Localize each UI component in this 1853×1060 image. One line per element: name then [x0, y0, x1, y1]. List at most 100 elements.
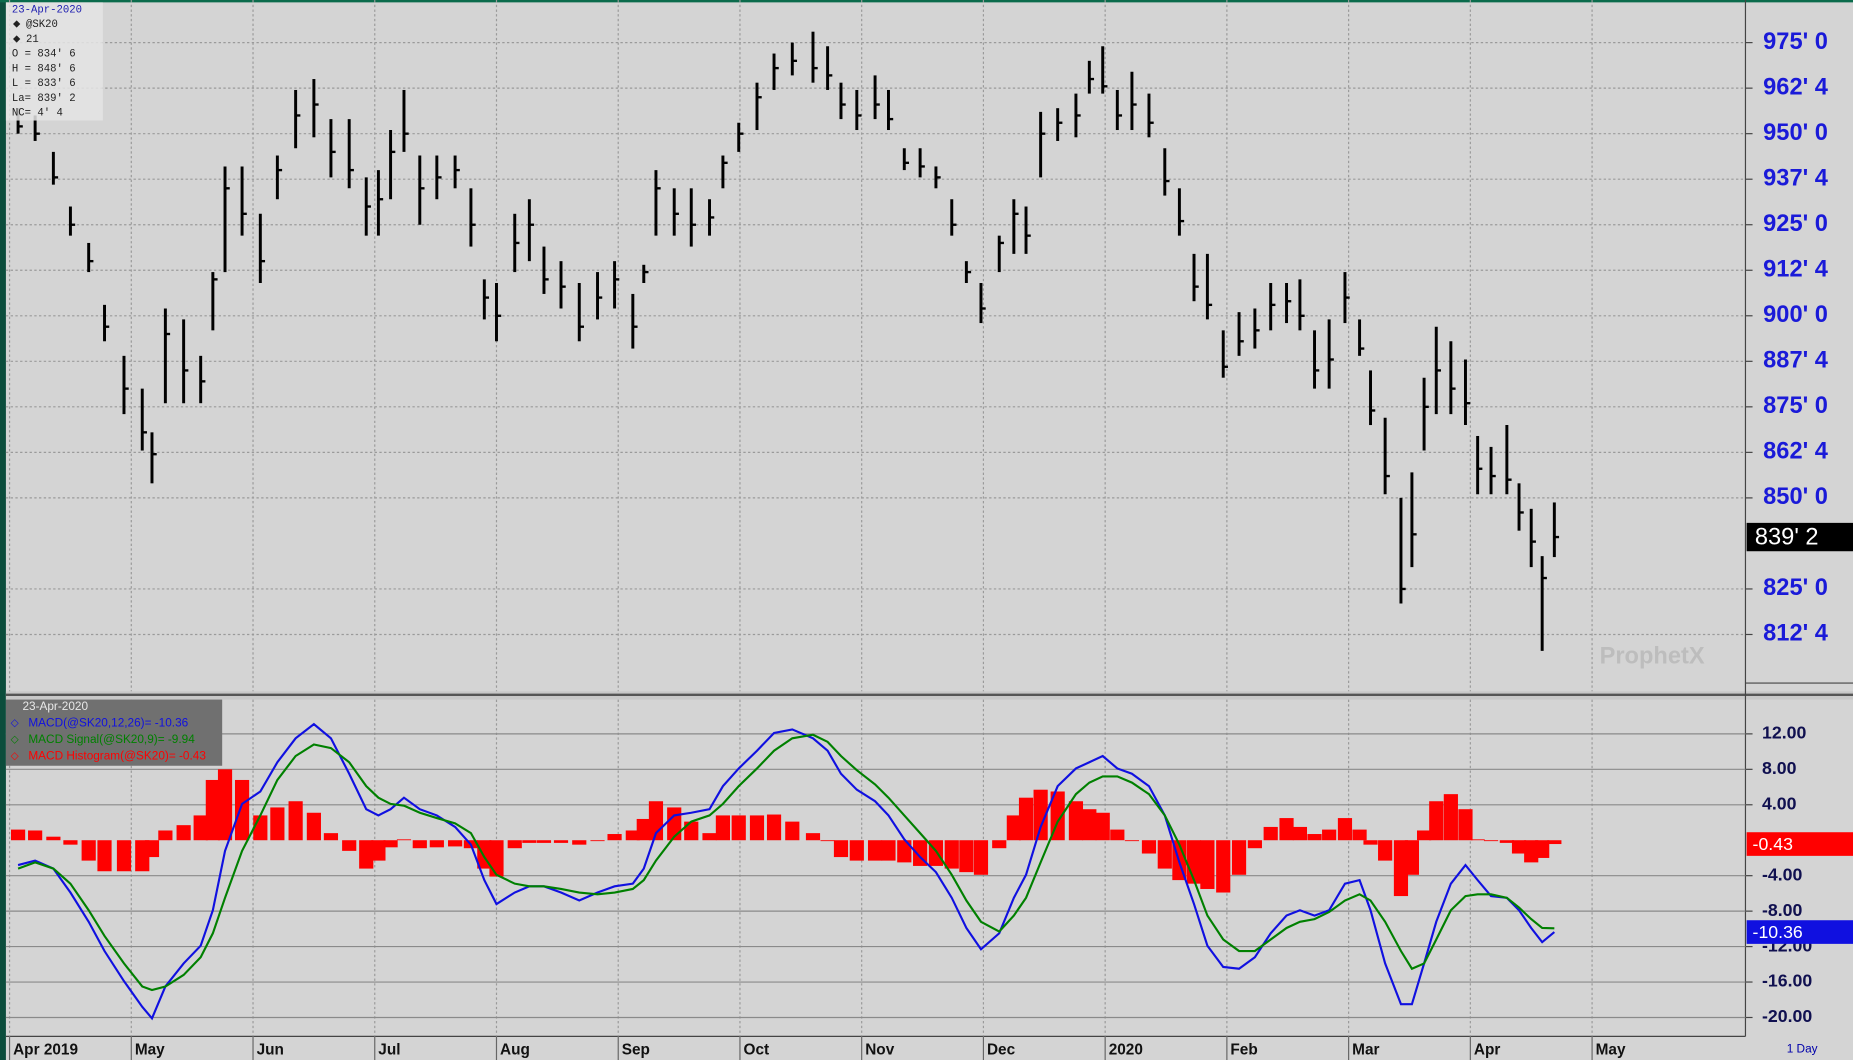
interval-label: 1 Day	[1787, 1041, 1818, 1055]
x-tick-label: 2020	[1109, 1042, 1143, 1059]
histogram-bar	[1033, 789, 1048, 841]
macd-line	[17, 722, 1556, 1021]
y-tick-label: 925' 0	[1763, 211, 1828, 237]
histogram-bar	[731, 815, 746, 841]
histogram-bar	[1247, 840, 1262, 849]
histogram-bar	[1231, 840, 1247, 875]
legend-entry: MACD Histogram(@SK20)= -0.43	[28, 748, 206, 762]
histogram-bar	[1157, 840, 1172, 869]
histogram-bar	[867, 840, 883, 861]
histogram-bar	[489, 840, 504, 877]
histogram-bar	[1018, 797, 1034, 841]
histogram-bar	[97, 840, 112, 872]
x-tick-label: Nov	[865, 1042, 894, 1059]
x-tick-label: Jun	[257, 1042, 284, 1059]
histogram-bar	[849, 840, 864, 861]
y-tick-label: 8.00	[1762, 758, 1797, 778]
histogram-bar	[636, 818, 651, 841]
histogram-bar	[1499, 840, 1514, 843]
info-line: NC= 4' 4	[12, 108, 63, 120]
y-tick-label: 962' 4	[1763, 74, 1829, 100]
info-line: O = 834' 6	[12, 49, 76, 61]
y-tick-label: 825' 0	[1763, 575, 1828, 601]
macd-line	[17, 733, 1555, 992]
histogram-bar	[590, 840, 605, 842]
histogram-bar	[1068, 801, 1084, 841]
histogram-bar	[684, 821, 699, 841]
histogram-bar	[959, 840, 974, 873]
histogram-bar	[973, 840, 989, 875]
histogram-bar	[371, 840, 386, 861]
histogram-bar	[193, 815, 208, 841]
histogram-bar	[607, 834, 622, 841]
histogram-bar	[1337, 818, 1353, 841]
histogram-bar	[1124, 840, 1140, 842]
histogram-bar	[785, 821, 800, 841]
x-tick-label: May	[135, 1042, 165, 1059]
histogram-bar	[429, 840, 444, 848]
histogram-bar	[288, 801, 303, 841]
y-tick-label: 12.00	[1762, 723, 1806, 743]
histogram-bar	[1006, 815, 1021, 841]
histogram-bar	[158, 830, 173, 841]
histogram-bar	[1322, 829, 1337, 841]
histogram-bar	[144, 840, 160, 858]
histogram-bar	[1352, 829, 1367, 841]
histogram-bar	[323, 833, 339, 841]
legend-box	[5, 699, 223, 766]
histogram-bar	[992, 840, 1007, 849]
x-tick-label: Jul	[378, 1042, 400, 1059]
histogram-bar	[176, 825, 191, 841]
histogram-bar	[383, 840, 398, 848]
x-tick-label: Oct	[743, 1042, 769, 1059]
info-line: L = 833' 6	[12, 78, 76, 90]
histogram-bar	[553, 840, 569, 843]
y-tick-label: 875' 0	[1763, 393, 1828, 419]
y-tick-label: 937' 4	[1763, 165, 1829, 191]
x-tick-label: Mar	[1352, 1042, 1379, 1059]
histogram-bar	[1263, 826, 1278, 841]
price-badge-bg	[1746, 522, 1853, 552]
x-tick-label: Apr	[1474, 1042, 1500, 1059]
histogram-bar	[1082, 809, 1097, 841]
histogram-bar	[833, 840, 849, 858]
histogram-bar	[944, 840, 959, 869]
y-tick-label: 900' 0	[1763, 302, 1828, 328]
histogram-bar	[1524, 840, 1539, 863]
y-tick-label: -16.00	[1762, 971, 1812, 991]
histogram-bar	[448, 840, 463, 847]
histogram-bar	[507, 840, 522, 849]
histogram-bar	[1483, 840, 1499, 842]
info-line: 23-Apr-2020	[12, 4, 82, 16]
histogram-bar	[1404, 840, 1420, 875]
histogram-bar	[46, 836, 61, 841]
info-line: H = 848' 6	[12, 63, 76, 75]
y-tick-label: 812' 4	[1763, 621, 1829, 647]
histogram-bar	[396, 839, 412, 841]
histogram-bar	[820, 840, 835, 842]
histogram-bar	[1292, 826, 1308, 841]
info-line: @SK20	[26, 19, 58, 31]
histogram-bar	[270, 807, 285, 841]
histogram-bar	[1429, 801, 1444, 841]
watermark: ProphetX	[1600, 643, 1705, 669]
legend-marker: ◇	[11, 750, 20, 762]
histogram-bar	[715, 815, 731, 841]
price-badge: 839' 2	[1755, 524, 1819, 550]
value-badge: -10.36	[1753, 922, 1803, 942]
legend-entry: MACD(@SK20,12,26)= -10.36	[28, 715, 188, 729]
histogram-bar	[217, 769, 233, 841]
histogram-bar	[412, 840, 427, 849]
histogram-bar	[572, 840, 587, 845]
y-tick-label: 975' 0	[1763, 29, 1828, 55]
value-badge-bg	[1746, 832, 1853, 856]
left-border	[0, 0, 6, 1060]
histogram-bar	[1547, 840, 1562, 845]
histogram-bar	[342, 840, 357, 851]
histogram-bar	[28, 830, 43, 841]
histogram-bar	[1110, 829, 1125, 841]
legend-entry: MACD Signal(@SK20,9)= -9.94	[28, 732, 195, 746]
histogram-bar	[702, 833, 717, 841]
x-tick-label: Dec	[987, 1042, 1016, 1059]
